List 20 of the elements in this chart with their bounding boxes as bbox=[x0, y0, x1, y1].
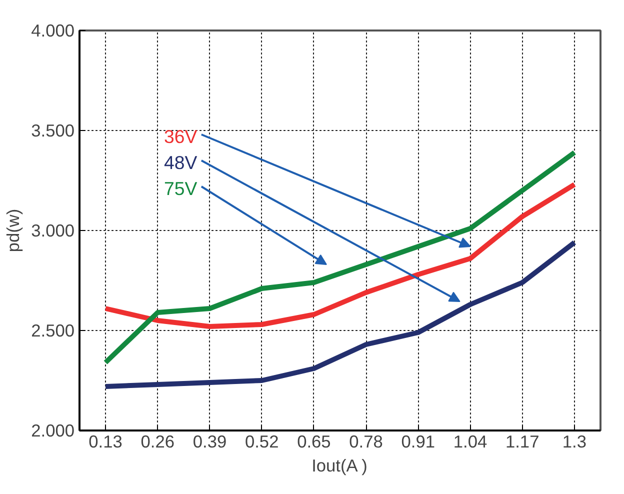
x-tick-label: 1.17 bbox=[505, 432, 540, 452]
y-tick-label: 3.500 bbox=[31, 120, 75, 140]
y-axis-title: pd(w) bbox=[3, 208, 24, 252]
x-tick-label: 0.78 bbox=[349, 432, 383, 452]
x-tick-label: 1.3 bbox=[562, 432, 586, 452]
x-tick-label: 0.13 bbox=[88, 432, 122, 452]
y-tick-label: 4.000 bbox=[31, 20, 75, 40]
x-tick-label: 0.65 bbox=[297, 432, 331, 452]
text: 75V bbox=[164, 178, 198, 199]
text: 48V bbox=[164, 152, 198, 173]
y-tick-label: 2.000 bbox=[31, 420, 75, 440]
x-axis-title: Iout(A ) bbox=[312, 456, 368, 476]
x-tick-label: 0.26 bbox=[140, 432, 175, 452]
y-tick-label: 2.500 bbox=[31, 320, 75, 340]
x-tick-label: 0.52 bbox=[244, 432, 279, 452]
y-tick-label: 3.000 bbox=[31, 220, 75, 240]
text: 36V bbox=[164, 126, 198, 147]
x-tick-label: 0.91 bbox=[401, 432, 436, 452]
x-tick-label: 0.39 bbox=[192, 432, 227, 452]
x-tick-label: 1.04 bbox=[453, 432, 488, 452]
